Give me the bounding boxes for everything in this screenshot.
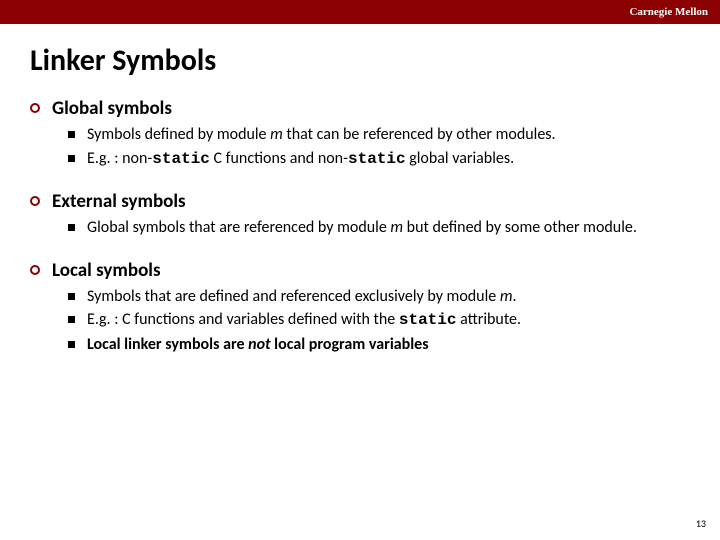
list-item: E.g. : C functions and variables defined… [68, 309, 690, 332]
square-bullet-icon [68, 155, 75, 162]
square-bullet-icon [68, 131, 75, 138]
ring-bullet-icon [30, 265, 40, 275]
list-item-text: Symbols that are defined and referenced … [87, 286, 517, 308]
section-header: Global symbols [30, 97, 690, 120]
section-header: External symbols [30, 190, 690, 213]
list-item: Symbols defined by module m that can be … [68, 124, 690, 146]
page-number: 13 [696, 517, 706, 530]
ring-bullet-icon [30, 103, 40, 113]
sub-list: Symbols defined by module m that can be … [68, 124, 690, 170]
slide-title: Linker Symbols [30, 42, 720, 79]
square-bullet-icon [68, 224, 75, 231]
header-bar: Carnegie Mellon [0, 0, 720, 24]
square-bullet-icon [68, 341, 75, 348]
content-area: Global symbols Symbols defined by module … [0, 97, 720, 356]
list-item-text: Local linker symbols are not local progr… [87, 334, 429, 356]
section: Local symbols Symbols that are defined an… [30, 259, 690, 356]
list-item-text: E.g. : non-static C functions and non-st… [87, 148, 514, 171]
list-item: E.g. : non-static C functions and non-st… [68, 148, 690, 171]
section-title: Local symbols [52, 259, 161, 282]
sub-list: Global symbols that are referenced by mo… [68, 217, 690, 239]
square-bullet-icon [68, 293, 75, 300]
list-item-text: E.g. : C functions and variables defined… [87, 309, 521, 332]
list-item: Local linker symbols are not local progr… [68, 334, 690, 356]
section: External symbols Global symbols that are … [30, 190, 690, 239]
list-item-text: Symbols defined by module m that can be … [87, 124, 556, 146]
section-title: Global symbols [52, 97, 172, 120]
section-header: Local symbols [30, 259, 690, 282]
square-bullet-icon [68, 316, 75, 323]
list-item: Symbols that are defined and referenced … [68, 286, 690, 308]
section-title: External symbols [52, 190, 186, 213]
ring-bullet-icon [30, 196, 40, 206]
list-item: Global symbols that are referenced by mo… [68, 217, 690, 239]
list-item-text: Global symbols that are referenced by mo… [87, 217, 637, 239]
sub-list: Symbols that are defined and referenced … [68, 286, 690, 356]
section: Global symbols Symbols defined by module … [30, 97, 690, 170]
header-brand: Carnegie Mellon [629, 6, 708, 18]
